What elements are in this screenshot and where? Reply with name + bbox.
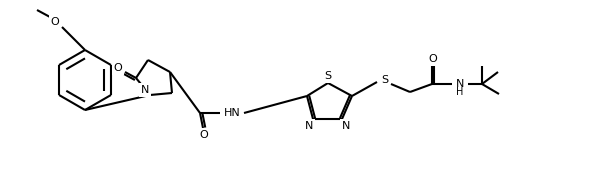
Text: O: O: [200, 130, 208, 140]
Text: H: H: [456, 87, 463, 97]
Text: N: N: [305, 121, 313, 131]
Text: S: S: [382, 75, 389, 85]
Text: N: N: [342, 121, 350, 131]
Text: S: S: [325, 71, 331, 81]
Text: N: N: [456, 79, 464, 89]
Text: HN: HN: [224, 108, 240, 118]
Text: O: O: [114, 63, 123, 73]
Text: O: O: [429, 54, 437, 64]
Text: O: O: [51, 17, 59, 27]
Text: N: N: [141, 85, 149, 95]
